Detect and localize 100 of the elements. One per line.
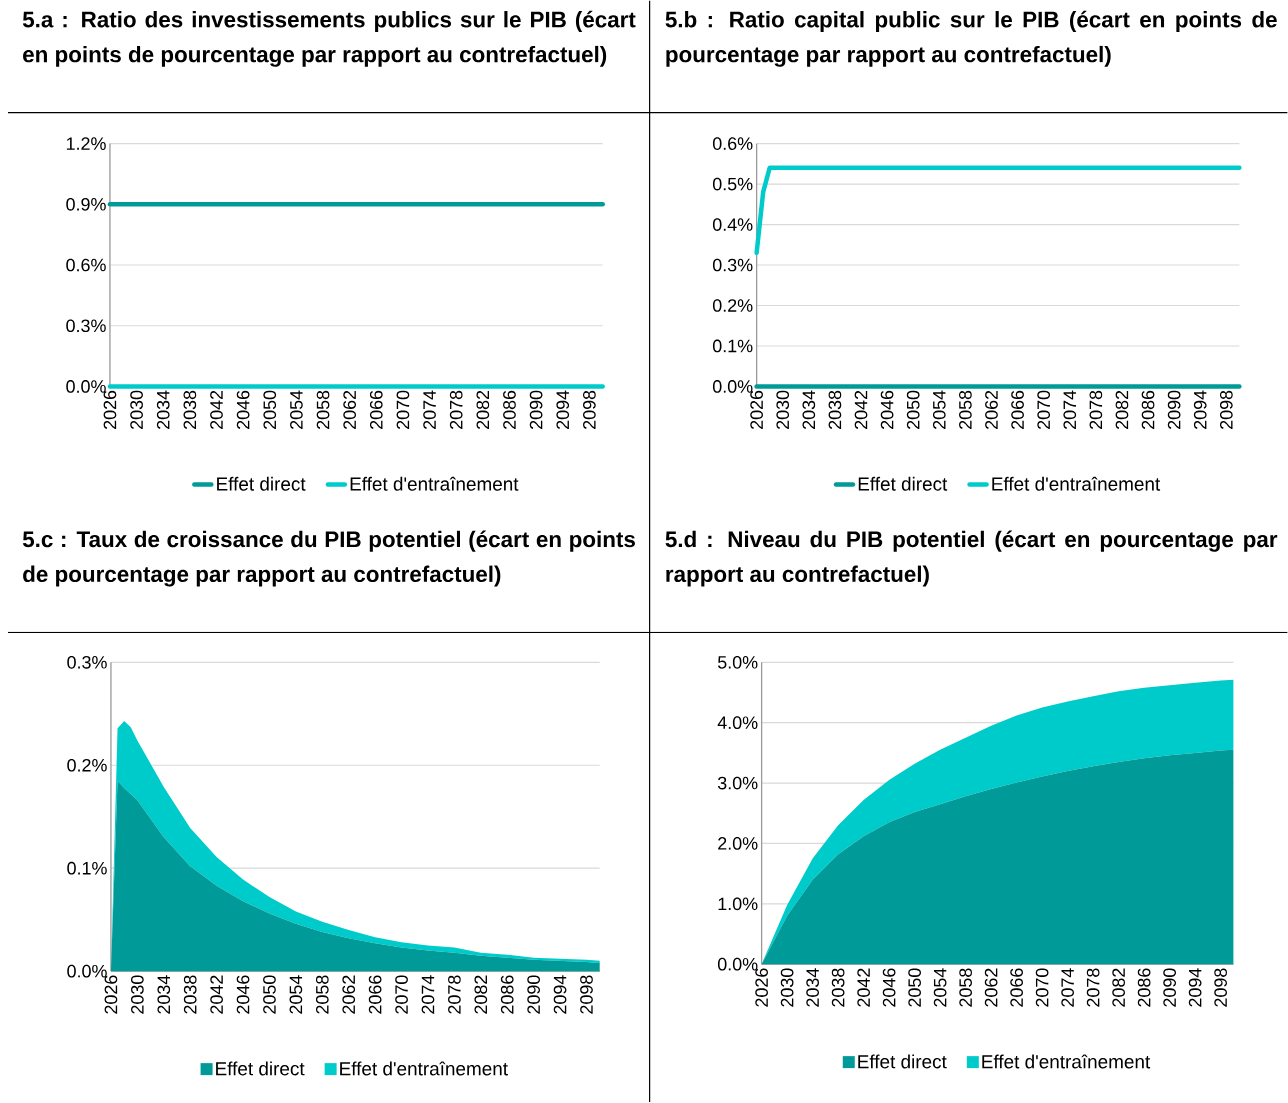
x-tick-label: 2054 [290,390,303,430]
x-tick-label: 2042 [857,968,870,1007]
x-tick-label: 2070 [1037,390,1051,430]
x-tick-label: 2070 [1035,968,1049,1007]
x-tick-label: 2090 [529,390,543,430]
x-tick-label: 2090 [527,975,540,1014]
chart-title: 5.d : Niveau du PIB potentiel (écart en pourcentage par rapport au contrefactuel) [665,530,1278,587]
x-tick-label: 2046 [880,390,894,430]
x-tick-label: 2058 [959,968,972,1007]
x-tick-label: 2038 [183,390,197,430]
legend-label: Effet direct [216,1061,305,1076]
y-tick-label: 0.2% [67,759,107,772]
x-tick-label: 2046 [236,975,250,1014]
y-tick-label: 5.0% [717,656,758,669]
x-tick-label: 2098 [580,975,593,1014]
x-tick-label: 2070 [395,975,408,1014]
y-tick-label: 1.2% [66,137,106,151]
y-tick-label: 0.9% [66,198,106,211]
x-tick-label: 2094 [1193,390,1207,430]
x-tick-label: 2098 [583,390,596,430]
x-tick-label: 2086 [1141,390,1155,430]
chart-title: 5.c : Taux de croissance du PIB potentiel (écart en points de pourcentage par rapport au contrefactuel) [22,530,635,587]
x-tick-label: 2062 [343,391,356,430]
x-tick-label: 2070 [396,390,410,430]
y-tick-label: 0.1% [712,339,753,353]
x-tick-label: 2050 [906,390,920,430]
y-tick-label: 0.6% [712,137,753,151]
x-tick-label: 2058 [316,390,330,430]
x-tick-label: 2078 [448,975,461,1014]
y-tick-label: 2.0% [718,837,758,850]
x-tick-label: 2090 [1167,390,1181,430]
legend-label: Effet d'entraînement [982,1054,1151,1069]
x-tick-label: 2074 [1063,390,1077,430]
legend-label: Effet direct [858,1054,947,1069]
x-tick-label: 2082 [1112,968,1125,1007]
x-tick-label: 2054 [932,390,946,430]
x-tick-label: 2074 [1061,968,1074,1007]
y-tick-label: 0.2% [712,299,753,312]
x-tick-label: 2034 [156,390,170,430]
x-tick-label: 2030 [130,390,143,430]
x-tick-label: 2066 [369,390,383,430]
x-tick-label: 2038 [828,390,842,430]
x-tick-label: 2030 [776,390,790,430]
x-tick-label: 2066 [368,975,382,1014]
y-tick-label: 4.0% [717,716,758,730]
x-tick-label: 2082 [476,391,490,430]
y-tick-label: 0.6% [66,258,106,272]
y-tick-label: 0.5% [712,177,753,191]
x-tick-label: 2066 [1010,968,1023,1007]
x-tick-label: 2082 [1115,391,1129,430]
y-tick-label: 0.1% [67,861,107,875]
x-tick-label: 2066 [1011,390,1024,430]
y-tick-label: 1.0% [718,897,758,911]
x-tick-label: 2042 [854,391,868,430]
x-tick-label: 2058 [959,390,972,430]
x-tick-label: 2042 [210,975,223,1014]
chart-title: 5.b : Ratio capital public sur le PIB (écart en points de pourcentage par rapport au contrefactuel) [665,10,1277,67]
x-tick-label: 2074 [421,975,435,1014]
x-tick-label: 2078 [449,390,463,430]
x-tick-label: 2078 [1086,968,1100,1007]
x-tick-label: 2074 [423,390,436,430]
x-tick-label: 2030 [780,968,794,1007]
x-tick-label: 2094 [1188,968,1202,1007]
x-tick-label: 2050 [263,390,277,430]
y-tick-label: 0.3% [712,258,753,272]
y-tick-label: 0.4% [712,218,753,232]
legend-label: Effet direct [217,476,306,491]
x-tick-label: 2062 [984,968,998,1007]
y-tick-label: 0.3% [66,319,106,333]
x-tick-label: 2034 [802,390,816,430]
legend-label: Effet d'entraînement [992,476,1161,491]
x-tick-label: 2082 [474,975,488,1014]
y-tick-label: 3.0% [717,776,758,790]
chart-title: 5.a : Ratio des investissements publics sur le PIB (écart en points de pourcentage par rapport au contrefactuel) [22,10,636,67]
x-tick-label: 2078 [1089,390,1103,430]
x-tick-label: 2062 [342,975,356,1014]
x-tick-label: 2034 [157,975,171,1014]
x-tick-label: 2042 [210,391,223,430]
x-tick-label: 2050 [908,968,921,1007]
x-tick-label: 2046 [236,390,250,430]
x-tick-label: 2034 [806,968,819,1007]
x-tick-label: 2030 [131,975,144,1014]
x-tick-label: 2062 [985,391,998,430]
x-tick-label: 2098 [1219,390,1233,430]
x-tick-label: 2038 [831,968,845,1007]
x-tick-label: 2086 [500,975,514,1014]
x-tick-label: 2090 [1163,968,1176,1007]
legend-label: Effet direct [858,476,948,491]
x-tick-label: 2038 [183,975,197,1014]
x-tick-label: 2098 [1214,968,1227,1007]
legend-label: Effet d'entraînement [340,1061,508,1076]
x-tick-label: 2086 [503,390,516,430]
x-tick-label: 2050 [263,975,276,1014]
x-tick-label: 2058 [315,975,329,1014]
x-tick-label: 2094 [556,390,570,430]
x-tick-label: 2054 [289,975,303,1014]
x-tick-label: 2086 [1137,968,1151,1007]
x-tick-label: 2046 [882,968,896,1007]
y-tick-label: 0.3% [67,656,107,669]
legend-label: Effet d'entraînement [350,476,519,491]
